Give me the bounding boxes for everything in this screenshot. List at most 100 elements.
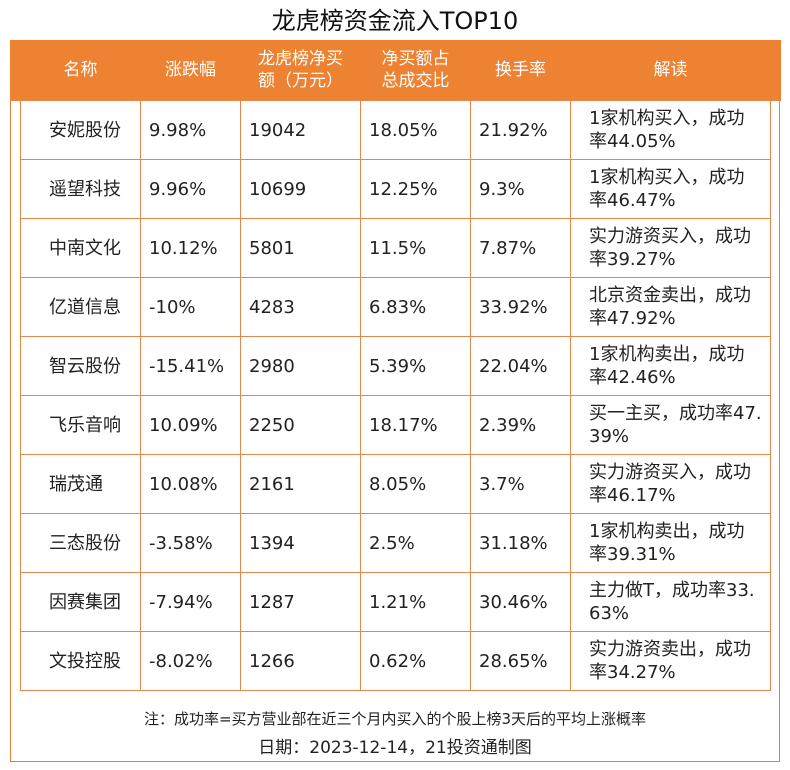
row-gap-right [771,396,781,455]
cell-name: 智云股份 [20,336,141,396]
table-row: 文投控股 -8.02% 1266 0.62% 28.65% 实力游资卖出，成功率34.27… [11,631,781,691]
cell-turnover: 30.46% [470,572,571,632]
row-gap-right [771,455,781,514]
table-header-row: 名称 涨跌幅 龙虎榜净买 额（万元） 净买额占 总成交比 换手率 解读 [10,40,781,101]
cell-ratio: 1.21% [360,572,471,632]
cell-turnover: 3.7% [470,454,571,514]
table-row: 智云股份 -15.41% 2980 5.39% 22.04% 1家机构卖出，成功率42.4… [11,336,781,396]
footer-date: 日期：2023-12-14，21投资通制图 [258,738,532,758]
cell-name: 瑞茂通 [20,454,141,514]
row-gap-left [11,632,21,691]
row-gap-right [771,160,781,219]
cell-ratio: 2.5% [360,513,471,573]
cell-interpretation: 主力做T，成功率33.63% [570,572,771,632]
cell-net-buy: 2250 [240,395,361,455]
header-name: 名称 [20,40,141,101]
cell-net-buy: 19042 [240,100,361,160]
cell-change: -8.02% [140,631,241,691]
cell-turnover: 28.65% [470,631,571,691]
header-net-buy: 龙虎榜净买 额（万元） [240,40,361,101]
cell-net-buy: 5801 [240,218,361,278]
cell-change: 10.12% [140,218,241,278]
cell-ratio: 5.39% [360,336,471,396]
row-gap-left [11,219,21,278]
header-change: 涨跌幅 [140,40,241,101]
cell-turnover: 9.3% [470,159,571,219]
capital-inflow-table: 名称 涨跌幅 龙虎榜净买 额（万元） 净买额占 总成交比 换手率 解读 安妮股份… [10,40,781,691]
header-net-buy-line2: 额（万元） [258,71,343,91]
cell-net-buy: 1394 [240,513,361,573]
cell-turnover: 21.92% [470,100,571,160]
header-gap-right [770,40,781,101]
table-row: 飞乐音响 10.09% 2250 18.17% 2.39% 买一主买，成功率47.39% [11,395,781,455]
cell-change: 10.08% [140,454,241,514]
table-row: 中南文化 10.12% 5801 11.5% 7.87% 实力游资买入，成功率39.27% [11,218,781,278]
cell-turnover: 33.92% [470,277,571,337]
cell-name: 因赛集团 [20,572,141,632]
cell-interpretation: 1家机构买入，成功率44.05% [570,100,771,160]
table-body: 安妮股份 9.98% 19042 18.05% 21.92% 1家机构买入，成功率44.0… [10,100,781,691]
row-gap-left [11,337,21,396]
header-ratio-line1: 净买额占 [381,49,450,69]
cell-net-buy: 2161 [240,454,361,514]
cell-change: 9.96% [140,159,241,219]
cell-change: -3.58% [140,513,241,573]
page-title: 龙虎榜资金流入TOP10 [271,7,519,35]
cell-interpretation: 买一主买，成功率47.39% [570,395,771,455]
header-turnover: 换手率 [470,40,571,101]
cell-turnover: 7.87% [470,218,571,278]
cell-name: 遥望科技 [20,159,141,219]
cell-interpretation: 实力游资买入，成功率46.17% [570,454,771,514]
row-gap-right [771,573,781,632]
header-interpretation: 解读 [570,40,771,101]
cell-net-buy: 4283 [240,277,361,337]
cell-ratio: 8.05% [360,454,471,514]
cell-name: 文投控股 [20,631,141,691]
cell-name: 飞乐音响 [20,395,141,455]
cell-net-buy: 2980 [240,336,361,396]
cell-turnover: 2.39% [470,395,571,455]
cell-ratio: 11.5% [360,218,471,278]
cell-ratio: 12.25% [360,159,471,219]
cell-turnover: 31.18% [470,513,571,573]
row-gap-left [11,514,21,573]
cell-name: 三态股份 [20,513,141,573]
row-gap-left [11,396,21,455]
row-gap-right [771,219,781,278]
row-gap-right [771,514,781,573]
footer-note: 注：成功率=买方营业部在近三个月内买入的个股上榜3天后的平均上涨概率 [143,710,647,728]
cell-ratio: 18.17% [360,395,471,455]
header-ratio-line2: 总成交比 [381,71,450,91]
table-row: 因赛集团 -7.94% 1287 1.21% 30.46% 主力做T，成功率33.63% [11,572,781,632]
cell-name: 安妮股份 [20,100,141,160]
cell-ratio: 0.62% [360,631,471,691]
cell-interpretation: 实力游资卖出，成功率34.27% [570,631,771,691]
table-row: 瑞茂通 10.08% 2161 8.05% 3.7% 实力游资买入，成功率46.17% [11,454,781,514]
row-gap-left [11,160,21,219]
table-row: 亿道信息 -10% 4283 6.83% 33.92% 北京资金卖出，成功率47.92% [11,277,781,337]
table-row: 三态股份 -3.58% 1394 2.5% 31.18% 1家机构卖出，成功率39.31% [11,513,781,573]
table-row: 安妮股份 9.98% 19042 18.05% 21.92% 1家机构买入，成功率44.0… [10,100,781,160]
cell-change: -7.94% [140,572,241,632]
cell-change: 9.98% [140,100,241,160]
row-gap-right [771,337,781,396]
header-ratio: 净买额占 总成交比 [360,40,471,101]
cell-ratio: 6.83% [360,277,471,337]
cell-interpretation: 1家机构卖出，成功率39.31% [570,513,771,573]
cell-turnover: 22.04% [470,336,571,396]
cell-change: 10.09% [140,395,241,455]
cell-interpretation: 实力游资买入，成功率39.27% [570,218,771,278]
header-gap-left [10,40,21,101]
cell-name: 中南文化 [20,218,141,278]
cell-net-buy: 10699 [240,159,361,219]
row-gap-right [771,278,781,337]
row-gap-right [771,632,781,691]
header-net-buy-line1: 龙虎榜净买 [258,49,343,69]
cell-net-buy: 1287 [240,572,361,632]
row-gap-left [10,100,21,160]
cell-net-buy: 1266 [240,631,361,691]
row-gap-right [770,100,781,160]
row-gap-left [11,278,21,337]
cell-change: -10% [140,277,241,337]
row-gap-left [11,573,21,632]
